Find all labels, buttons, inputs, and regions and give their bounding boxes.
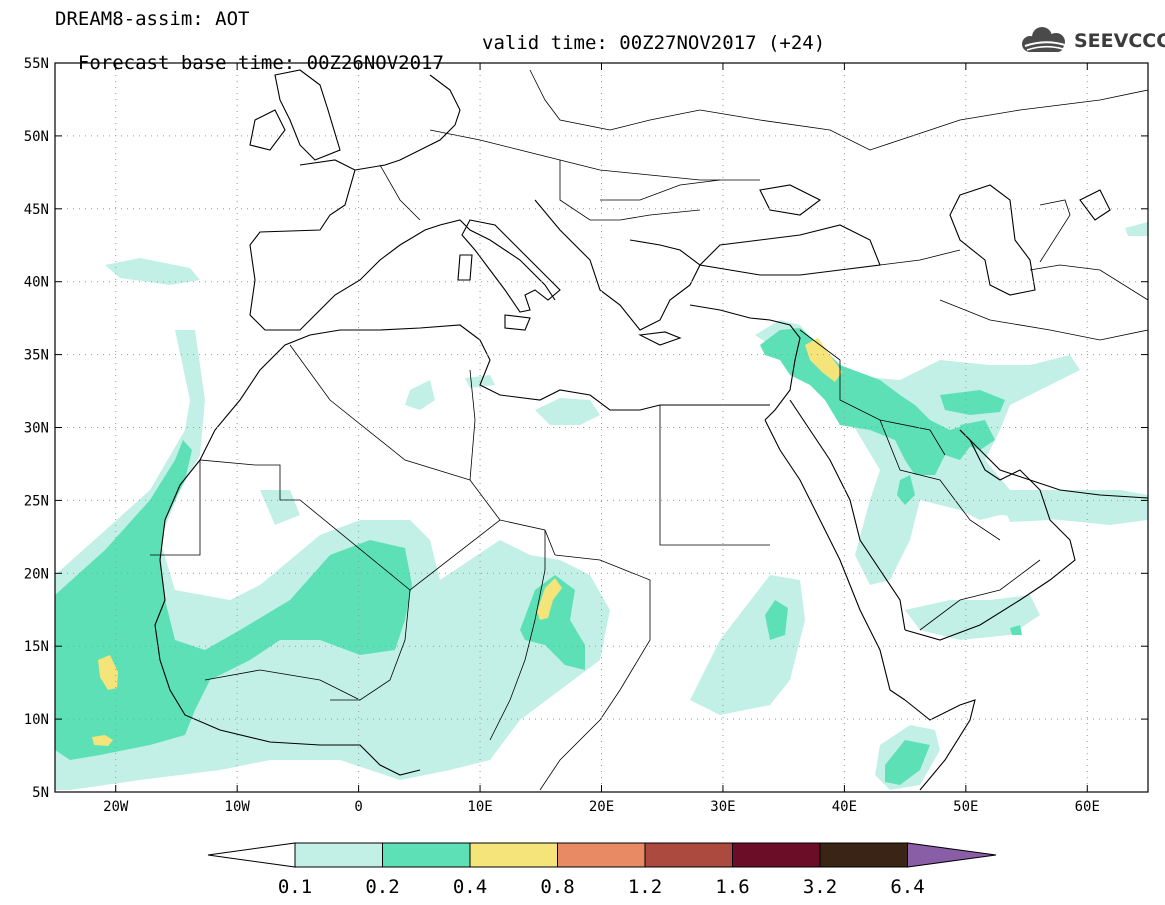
lon-tick-label: 50E bbox=[953, 799, 978, 815]
colorbar-box bbox=[469, 842, 558, 868]
longitude-axis: 20W 10W 0 10E 20E 30E 40E 50E 60E bbox=[103, 63, 1100, 815]
coastlines bbox=[154, 69, 1148, 791]
lon-tick-label: 20E bbox=[589, 799, 614, 815]
lat-tick-label: 45N bbox=[24, 202, 49, 218]
colorbar-box bbox=[382, 842, 471, 868]
colorbar-box bbox=[819, 842, 908, 868]
colorbar-over-arrow bbox=[907, 842, 997, 868]
graticule bbox=[55, 63, 1148, 792]
lon-tick-label: 10E bbox=[467, 799, 492, 815]
colorbar-box bbox=[732, 842, 821, 868]
colorbar-box bbox=[557, 842, 646, 868]
lon-tick-label: 60E bbox=[1075, 799, 1100, 815]
colorbar-label: 0.1 bbox=[278, 876, 312, 898]
colorbar-label: 0.2 bbox=[365, 876, 399, 898]
colorbar-box bbox=[644, 842, 733, 868]
colorbar-label: 3.2 bbox=[803, 876, 837, 898]
colorbar-label: 0.4 bbox=[453, 876, 487, 898]
colorbar-label: 6.4 bbox=[890, 876, 924, 898]
colorbar-label: 0.8 bbox=[540, 876, 574, 898]
lat-tick-label: 15N bbox=[24, 639, 49, 655]
lat-tick-label: 10N bbox=[24, 712, 49, 728]
lat-tick-label: 50N bbox=[24, 129, 49, 145]
seevccc-logo: SEEVCCC bbox=[1017, 26, 1165, 56]
colorbar-under-arrow bbox=[207, 842, 296, 868]
lon-tick-label: 0 bbox=[354, 799, 362, 815]
lat-tick-label: 25N bbox=[24, 493, 49, 509]
lon-tick-label: 20W bbox=[103, 799, 129, 815]
colorbar-box bbox=[294, 842, 383, 868]
aot-shading bbox=[55, 222, 1148, 790]
lon-tick-label: 30E bbox=[710, 799, 735, 815]
lat-tick-label: 5N bbox=[32, 785, 49, 801]
colorbar: 0.1 0.2 0.4 0.8 1.2 1.6 3.2 6.4 bbox=[207, 842, 997, 898]
lat-tick-label: 35N bbox=[24, 348, 49, 364]
country-borders bbox=[150, 69, 1148, 791]
cloud-icon bbox=[1022, 27, 1066, 52]
colorbar-label: 1.2 bbox=[628, 876, 662, 898]
lat-tick-label: 30N bbox=[24, 421, 49, 437]
colorbar-label: 1.6 bbox=[715, 876, 749, 898]
lon-tick-label: 40E bbox=[832, 799, 857, 815]
latitude-axis: 5N 10N 15N 20N 25N 30N 35N 40N 45N 50N 55N bbox=[24, 56, 1148, 801]
valid-time: valid time: 00Z27NOV2017 (+24) bbox=[482, 32, 826, 54]
logo-text: SEEVCCC bbox=[1074, 30, 1165, 52]
map-title: DREAM8-assim: AOT bbox=[55, 8, 250, 30]
lat-tick-label: 20N bbox=[24, 566, 49, 582]
lon-tick-label: 10W bbox=[225, 799, 251, 815]
lat-tick-label: 55N bbox=[24, 56, 49, 72]
lat-tick-label: 40N bbox=[24, 275, 49, 291]
